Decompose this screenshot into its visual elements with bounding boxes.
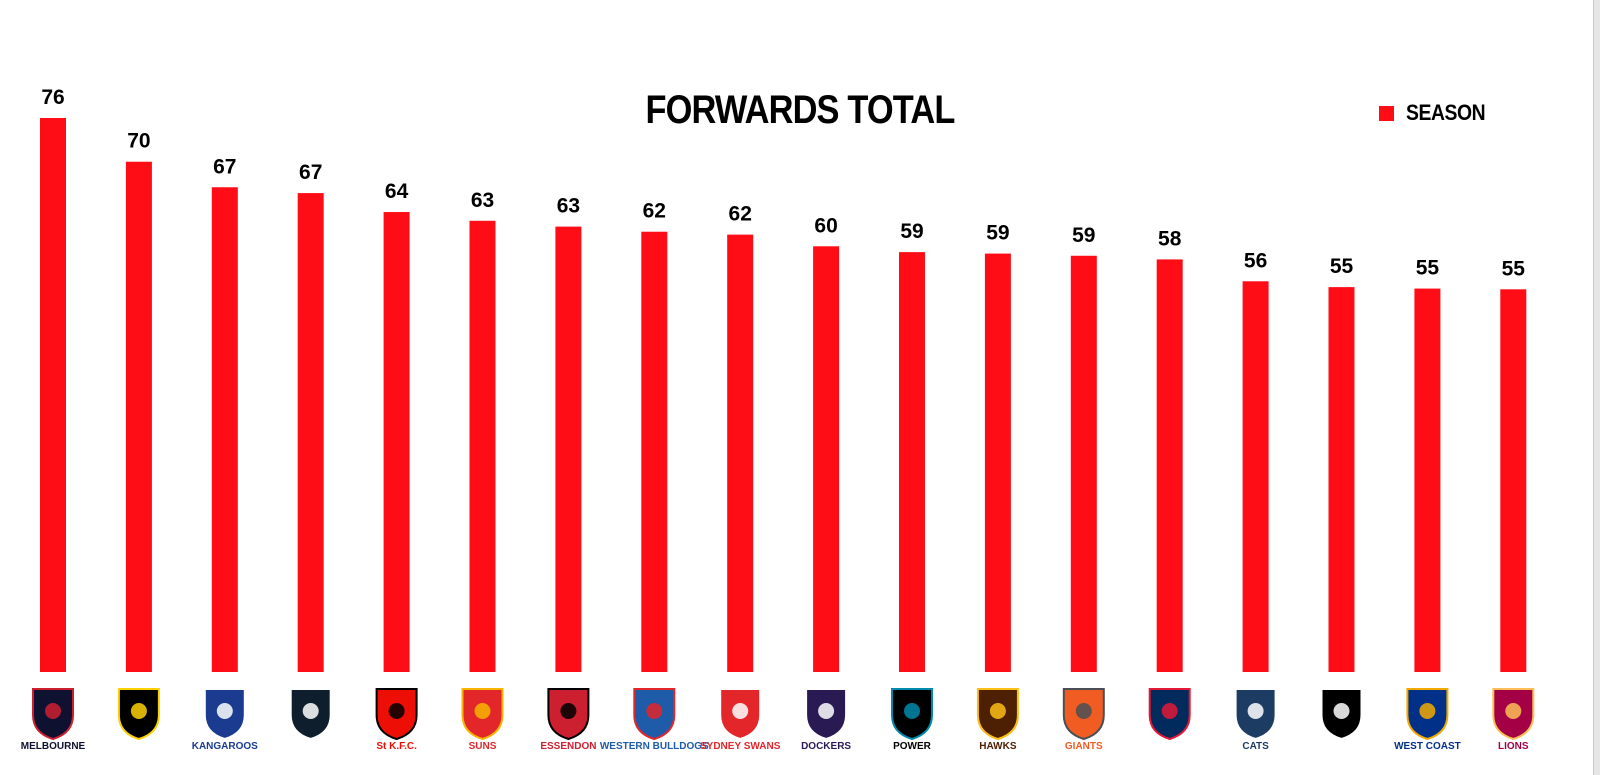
swans-logo-icon (719, 688, 762, 741)
magpies-logo-icon (1320, 688, 1363, 741)
data-label-13: 59 (1072, 224, 1095, 247)
bar-11 (899, 252, 925, 672)
eagles-logo-icon (1406, 688, 1449, 741)
bar-7 (555, 226, 582, 672)
bar-17 (1414, 288, 1441, 672)
dockers-logo-icon (805, 688, 848, 741)
richmond-logo-icon-emblem (130, 703, 147, 719)
essendon-logo-icon-emblem (560, 703, 577, 719)
dockers-logo-icon-emblem (818, 703, 835, 719)
suns-logo-icon-caption: SUNS (469, 741, 497, 752)
legend-swatch (1379, 105, 1394, 121)
data-label-16: 55 (1330, 255, 1354, 278)
dockers-logo-icon-caption: DOCKERS (801, 741, 851, 752)
giants-logo-icon-caption: GIANTS (1065, 741, 1103, 752)
cats-logo-icon-caption: CATS (1242, 741, 1269, 752)
giants-logo-icon-emblem (1075, 703, 1092, 719)
data-label-18: 55 (1502, 257, 1526, 280)
data-label-14: 58 (1158, 227, 1182, 250)
bar-5 (383, 212, 410, 672)
data-label-1: 76 (41, 86, 64, 109)
bar-15 (1242, 281, 1269, 672)
bar-6 (469, 220, 496, 672)
cats-logo-icon-emblem (1247, 703, 1264, 719)
power-logo-icon (891, 688, 933, 741)
data-label-8: 62 (643, 200, 666, 223)
data-label-4: 67 (299, 161, 322, 184)
eagles-logo-icon-emblem (1419, 703, 1436, 719)
swans-logo-icon-caption: SYDNEY SWANS (700, 741, 781, 752)
data-label-17: 55 (1416, 257, 1440, 280)
power-logo-icon-emblem (904, 703, 920, 719)
data-label-3: 67 (213, 155, 236, 178)
data-label-11: 59 (900, 220, 923, 243)
crows-logo-icon (1148, 688, 1191, 741)
bar-16 (1328, 287, 1355, 672)
eagles-logo-icon-caption: WEST COAST (1394, 741, 1461, 752)
carlton-logo-icon-emblem (302, 703, 319, 719)
carlton-logo-icon (289, 688, 332, 741)
data-label-15: 56 (1244, 249, 1267, 272)
data-label-7: 63 (557, 195, 580, 218)
giants-logo-icon (1062, 688, 1105, 741)
cats-logo-icon (1234, 688, 1277, 741)
hawks-logo-icon-emblem (989, 703, 1006, 719)
bar-2 (125, 161, 152, 672)
kangaroos-logo-icon (203, 688, 246, 741)
melbourne-logo-icon-emblem (45, 703, 61, 719)
data-label-6: 63 (471, 189, 494, 212)
lions-logo-icon (1492, 688, 1535, 741)
bar-14 (1156, 259, 1183, 672)
legend: SEASON (1379, 100, 1496, 126)
bar-8 (641, 231, 668, 672)
richmond-logo-icon (117, 688, 160, 741)
data-label-5: 64 (385, 180, 409, 203)
hawks-logo-icon-caption: HAWKS (979, 741, 1017, 752)
scroll-edge (1594, 0, 1600, 775)
bar-4 (297, 193, 324, 672)
data-label-12: 59 (986, 222, 1009, 245)
magpies-logo-icon-emblem (1333, 703, 1350, 719)
kangaroos-logo-icon-emblem (216, 703, 233, 719)
bar-12 (984, 253, 1011, 672)
chart-title: FORWARDS TOTAL (645, 88, 955, 132)
lions-logo-icon-emblem (1505, 703, 1522, 719)
bar-1 (40, 118, 66, 672)
crows-logo-icon-emblem (1161, 703, 1178, 719)
bulldogs-logo-icon-caption: WESTERN BULLDOGS (600, 741, 709, 752)
st-kilda-logo-icon-caption: St K.F.C. (376, 741, 417, 752)
swans-logo-icon-emblem (732, 703, 749, 719)
suns-logo-icon-emblem (474, 703, 491, 719)
melbourne-logo-icon-caption: MELBOURNE (21, 741, 86, 752)
bulldogs-logo-icon-emblem (646, 703, 663, 719)
lions-logo-icon-caption: LIONS (1498, 741, 1529, 752)
melbourne-logo-icon (32, 688, 74, 741)
bar-3 (211, 187, 238, 672)
bar-10 (813, 246, 840, 672)
st-kilda-logo-icon (375, 688, 418, 741)
data-label-9: 62 (729, 203, 752, 226)
power-logo-icon-caption: POWER (893, 741, 932, 752)
legend-label: SEASON (1406, 100, 1486, 125)
bar-13 (1070, 255, 1097, 672)
bar-9 (727, 234, 754, 672)
essendon-logo-icon-caption: ESSENDON (540, 741, 596, 752)
st-kilda-logo-icon-emblem (388, 703, 405, 719)
essendon-logo-icon (547, 688, 590, 741)
data-label-2: 70 (127, 130, 150, 153)
scroll-edge-line (1593, 0, 1594, 775)
bar-18 (1500, 289, 1527, 672)
data-label-10: 60 (814, 214, 837, 237)
bulldogs-logo-icon (633, 688, 676, 741)
hawks-logo-icon (976, 688, 1019, 741)
kangaroos-logo-icon-caption: KANGAROOS (192, 741, 258, 752)
suns-logo-icon (461, 688, 504, 741)
